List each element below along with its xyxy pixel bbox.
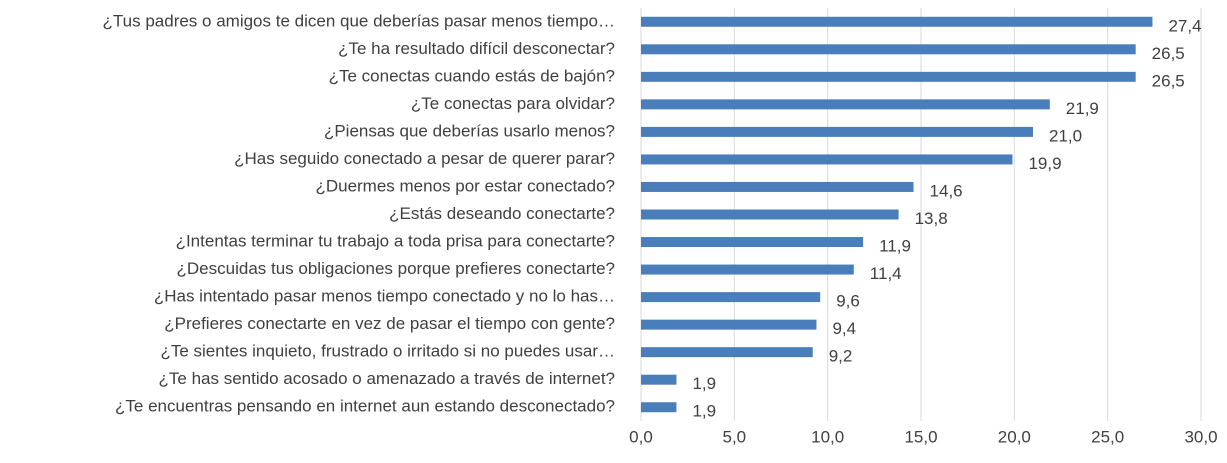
bar — [641, 71, 1136, 82]
x-tick-label: 15,0 — [904, 427, 937, 446]
data-label: 26,5 — [1152, 44, 1185, 63]
x-tick-label: 20,0 — [998, 427, 1031, 446]
data-label: 9,4 — [832, 319, 856, 338]
data-label: 11,9 — [879, 237, 911, 256]
y-tick-label: ¿Duermes menos por estar conectado? — [315, 176, 615, 195]
bar — [641, 126, 1033, 137]
data-label: 1,9 — [692, 402, 716, 421]
y-tick-label: ¿Has intentado pasar menos tiempo conect… — [154, 287, 615, 306]
data-label: 21,0 — [1049, 126, 1082, 145]
data-label: 14,6 — [930, 181, 963, 200]
y-tick-label: ¿Piensas que deberías usarlo menos? — [324, 121, 615, 140]
x-tick-label: 10,0 — [811, 427, 844, 446]
y-tick-label: ¿Te sientes inquieto, frustrado o irrita… — [160, 342, 615, 361]
bar — [641, 319, 817, 330]
y-tick-label: ¿Estás deseando conectarte? — [389, 204, 615, 223]
bar — [641, 374, 677, 385]
y-tick-label: ¿Te conectas para olvidar? — [411, 94, 615, 113]
data-label: 26,5 — [1152, 71, 1185, 90]
data-label: 9,6 — [836, 292, 860, 311]
y-tick-label: ¿Prefieres conectarte en vez de pasar el… — [164, 314, 615, 333]
data-label: 27,4 — [1168, 16, 1201, 35]
y-tick-label: ¿Te conectas cuando estás de bajón? — [329, 66, 615, 85]
bar — [641, 237, 864, 248]
data-label: 11,4 — [870, 264, 902, 283]
bar — [641, 209, 899, 220]
bar — [641, 264, 854, 275]
y-tick-label: ¿Has seguido conectado a pesar de querer… — [234, 149, 615, 168]
data-label: 1,9 — [692, 374, 716, 393]
y-tick-label: ¿Te ha resultado difícil desconectar? — [338, 39, 615, 58]
bar — [641, 347, 813, 358]
bar — [641, 154, 1013, 165]
x-tick-label: 0,0 — [629, 427, 653, 446]
y-tick-label: ¿Descuidas tus obligaciones porque prefi… — [177, 259, 615, 278]
y-tick-label: ¿Intentas terminar tu trabajo a toda pri… — [176, 232, 615, 251]
x-tick-label: 30,0 — [1184, 427, 1217, 446]
data-label: 9,2 — [829, 347, 853, 366]
bar — [641, 99, 1050, 110]
data-label: 19,9 — [1028, 154, 1061, 173]
y-tick-label: ¿Te encuentras pensando en internet aun … — [115, 397, 615, 416]
x-tick-label: 25,0 — [1091, 427, 1124, 446]
data-label: 21,9 — [1066, 99, 1099, 118]
bar — [641, 402, 677, 413]
y-tick-label: ¿Te has sentido acosado o amenazado a tr… — [159, 369, 615, 388]
data-label: 13,8 — [915, 209, 948, 228]
y-tick-label: ¿Tus padres o amigos te dicen que deberí… — [103, 11, 615, 30]
bar — [641, 181, 914, 192]
x-tick-label: 5,0 — [723, 427, 747, 446]
bar — [641, 44, 1136, 55]
bar — [641, 292, 821, 303]
bar — [641, 16, 1153, 27]
